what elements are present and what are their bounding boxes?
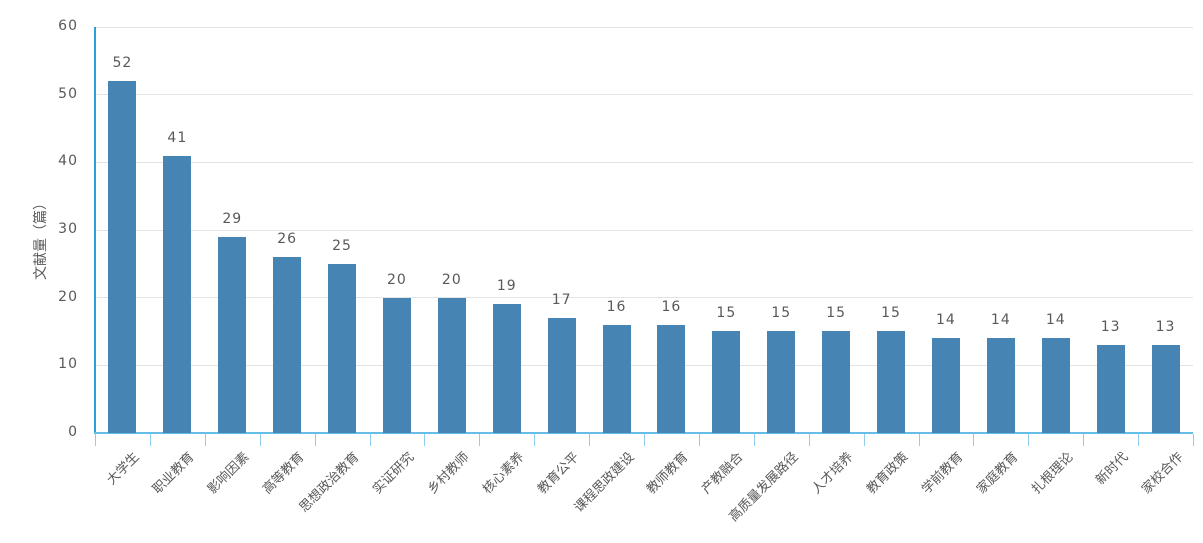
x-axis-tick: [479, 434, 481, 446]
bar: [437, 298, 466, 433]
y-tick-label: 30: [58, 221, 78, 237]
bar: [931, 338, 960, 433]
y-tick-label: 60: [58, 18, 78, 34]
bar: [767, 331, 796, 433]
x-axis-tick: [534, 434, 536, 446]
x-axis-tick: [259, 434, 261, 446]
bar: [382, 298, 411, 433]
bar: [492, 304, 521, 433]
x-axis-tick: [753, 434, 755, 446]
bar-value-label: 20: [387, 272, 407, 288]
bar: [328, 264, 357, 433]
x-axis-tick: [1138, 434, 1140, 446]
bar: [712, 331, 741, 433]
x-axis-tick: [973, 434, 975, 446]
gridline: [95, 229, 1193, 231]
bar-value-label: 14: [936, 312, 956, 328]
gridline: [95, 364, 1193, 366]
x-category-label: 实证研究: [369, 449, 418, 498]
y-axis-title: 文献量（篇）: [33, 196, 49, 280]
bar-value-label: 26: [277, 231, 298, 247]
y-tick-label: 20: [58, 288, 78, 305]
x-axis-tick: [808, 434, 810, 446]
x-category-label: 乡村教师: [424, 449, 473, 498]
bar-value-label: 41: [167, 130, 188, 146]
x-axis-tick: [589, 434, 591, 446]
bar: [1151, 345, 1180, 433]
y-tick-label: 40: [58, 153, 78, 170]
bar-value-label: 13: [1155, 319, 1176, 335]
gridline: [95, 161, 1193, 163]
x-axis-tick: [204, 434, 206, 446]
x-axis-line: [94, 432, 1193, 434]
x-axis-tick: [149, 434, 151, 446]
x-axis-tick: [644, 434, 645, 446]
x-axis-tick: [698, 434, 700, 446]
x-category-label: 教师教育: [644, 449, 692, 498]
x-axis-tick: [1028, 434, 1030, 446]
bar-value-label: 13: [1100, 319, 1121, 335]
x-category-label: 核心素养: [479, 449, 528, 498]
bar: [1041, 338, 1070, 433]
x-axis-tick: [1083, 434, 1085, 446]
x-category-label: 教育政策: [864, 449, 912, 498]
x-axis-tick: [863, 434, 865, 446]
x-category-label: 产教融合: [699, 449, 747, 498]
x-category-label: 学前教育: [918, 449, 967, 498]
bar: [986, 338, 1015, 433]
x-category-label: 家校合作: [1138, 449, 1186, 498]
bar-value-label: 15: [881, 305, 901, 321]
bar: [822, 331, 851, 433]
bar: [547, 318, 576, 433]
bar-value-label: 15: [716, 305, 737, 321]
x-axis-tick: [918, 434, 920, 446]
gridline: [95, 26, 1193, 28]
y-tick-label: 0: [68, 424, 78, 440]
gridline: [95, 94, 1193, 96]
bar-value-label: 15: [771, 305, 792, 321]
x-axis-tick: [95, 434, 96, 446]
gridline: [95, 297, 1193, 299]
x-axis-tick: [424, 434, 426, 446]
x-category-label: 高等教育: [260, 449, 308, 498]
bar-value-label: 20: [441, 272, 462, 288]
x-category-label: 职业教育: [150, 449, 198, 498]
bar: [218, 237, 247, 433]
y-axis-line: [94, 27, 96, 433]
bar: [1096, 345, 1125, 433]
bar: [273, 257, 302, 433]
x-category-label: 人才培养: [809, 449, 857, 498]
x-category-label: 新时代: [1092, 449, 1132, 489]
bar-value-label: 52: [112, 55, 133, 71]
bar-value-label: 25: [332, 238, 352, 254]
x-category-label: 家庭教育: [973, 449, 1022, 498]
bar-value-label: 17: [551, 292, 572, 308]
y-tick-label: 50: [58, 85, 78, 102]
x-category-label: 教育公平: [534, 449, 583, 498]
y-tick-label: 10: [58, 356, 78, 373]
bar-value-label: 16: [661, 299, 682, 315]
x-axis-tick: [1193, 434, 1194, 446]
bar: [163, 156, 192, 433]
x-axis-tick: [369, 434, 371, 446]
bar-value-label: 29: [222, 211, 243, 227]
bar-value-label: 16: [606, 299, 627, 315]
x-category-label: 大学生: [104, 449, 143, 489]
bar-value-label: 14: [1045, 312, 1066, 328]
x-axis-tick: [314, 434, 316, 446]
bar: [657, 325, 686, 433]
bar: [877, 331, 906, 433]
x-category-label: 影响因素: [205, 449, 253, 498]
bar-value-label: 15: [826, 305, 847, 321]
bar-value-label: 19: [496, 278, 517, 294]
bar-value-label: 14: [990, 312, 1011, 328]
bar: [602, 325, 631, 433]
bar: [108, 81, 137, 433]
x-category-label: 扎根理论: [1028, 449, 1077, 498]
